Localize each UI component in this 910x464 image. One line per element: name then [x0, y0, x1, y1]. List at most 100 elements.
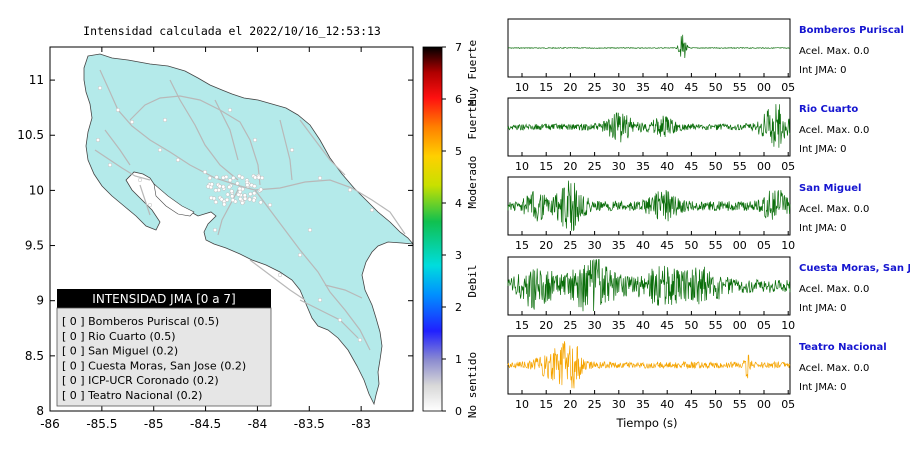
map-x-tick-label: -86 [40, 417, 60, 431]
colorbar-tick-label: 2 [455, 301, 462, 314]
station-dot [256, 175, 261, 180]
station-int-jma: Int JMA: 0 [799, 382, 847, 393]
road-network [94, 69, 406, 351]
waveform-tick-label: 20 [563, 160, 577, 173]
colorbar-tick-label: 6 [455, 93, 462, 106]
station-dot [157, 147, 163, 153]
waveform-tick-label: 25 [588, 160, 602, 173]
map-x-tick-label: -85.5 [86, 417, 117, 431]
station-dot [248, 192, 253, 197]
legend-header: INTENSIDAD JMA [0 a 7] [92, 292, 235, 306]
waveform-tick-label: 40 [636, 239, 650, 252]
station-dot [253, 175, 258, 180]
station-name: Teatro Nacional [799, 342, 887, 353]
station-dot [243, 196, 248, 201]
station-dot [252, 191, 257, 196]
station-dot [245, 183, 250, 188]
waveform-tick-label: 00 [733, 319, 747, 332]
waveform-panel: 10 15 20 25 30 35 40 45 50 55 00 05 Teatro Nacional A… [507, 335, 887, 411]
waveform-tick-label: 20 [563, 398, 577, 411]
intensity-colorbar: 0 1 2 3 4 5 6 7 No sentido Debil Moderado FuerteMu… [422, 40, 479, 418]
colorbar-scale [422, 46, 443, 412]
waveform-tick-label: 25 [563, 319, 577, 332]
waveform-trace [507, 258, 791, 312]
waveform-tick-label: 55 [733, 81, 747, 94]
waveform-tick-label: 35 [636, 81, 650, 94]
waveform-tick-label: 50 [684, 239, 698, 252]
waveform-trace [507, 180, 791, 231]
colorbar-tick-label: 5 [455, 145, 462, 158]
waveform-tick-label: 30 [612, 81, 626, 94]
station-dot [252, 137, 258, 143]
waveform-tick-label: 50 [709, 398, 723, 411]
station-acel-max: Acel. Max. 0.0 [799, 284, 869, 295]
station-dot [230, 194, 235, 199]
intensity-legend: INTENSIDAD JMA [0 a 7] [ 0 ] Bomberos Pu… [56, 289, 272, 407]
station-dot [238, 196, 243, 201]
station-int-jma: Int JMA: 0 [799, 144, 847, 155]
map-y-tick-label: 9.5 [25, 239, 44, 253]
station-dot [129, 119, 135, 125]
waveform-tick-label: 00 [733, 239, 747, 252]
station-acel-max: Acel. Max. 0.0 [799, 204, 869, 215]
waveform-trace [507, 341, 791, 389]
station-dot [213, 200, 218, 205]
waveform-tick-label: 00 [757, 81, 771, 94]
waveform-tick-label: 00 [757, 160, 771, 173]
station-dot [221, 184, 226, 189]
waveform-tick-label: 35 [612, 319, 626, 332]
waveform-tick-label: 05 [781, 81, 795, 94]
station-dot [162, 117, 168, 123]
station-dot [115, 107, 121, 113]
map-x-tick-label: -85 [144, 417, 164, 431]
map-y-tick-label: 10.5 [17, 128, 44, 142]
waveform-tick-label: 45 [660, 319, 674, 332]
map-y-tick-label: 10 [29, 183, 44, 197]
station-name: Rio Cuarto [799, 104, 858, 115]
map-x-tick-label: -83.5 [294, 417, 325, 431]
colorbar-tick-label: 3 [455, 249, 462, 262]
colorbar-tick-label: 7 [455, 41, 462, 54]
colorbar-category-label: Fuerte [466, 100, 479, 140]
waveform-tick-label: 45 [660, 239, 674, 252]
station-dot [258, 200, 263, 205]
colorbar-category-label: No sentido [466, 352, 479, 418]
station-dot [206, 184, 211, 189]
waveform-tick-label: 25 [588, 81, 602, 94]
waveform-panel: 10 15 20 25 30 35 40 45 50 55 00 05 Bomberos Purisca… [507, 18, 904, 94]
waveform-trace [507, 104, 791, 148]
waveform-tick-label: 10 [781, 319, 795, 332]
map-x-axis: -86 -85.5 -85 -84.5 -84 -83.5 -83 [40, 47, 371, 431]
station-dot [97, 85, 103, 91]
station-dot [214, 175, 219, 180]
station-dot [219, 197, 224, 202]
waveform-tick-label: 15 [539, 398, 553, 411]
station-markers [95, 85, 375, 343]
station-dot [289, 147, 295, 153]
station-int-jma: Int JMA: 0 [799, 65, 847, 76]
figure-title: Intensidad calculada el 2022/10/16_12:53… [83, 24, 381, 38]
legend-item: [ 0 ] Rio Cuarto (0.5) [62, 330, 176, 343]
station-dot [240, 175, 245, 180]
waveform-tick-label: 10 [515, 160, 529, 173]
station-dot [369, 207, 375, 213]
waveform-panel: 15 20 25 30 35 40 45 50 55 00 05 10 Cuesta Moras, Sa… [507, 256, 910, 332]
waveform-tick-label: 55 [709, 239, 723, 252]
waveform-tick-label: 45 [684, 81, 698, 94]
costa-rica-landmass [83, 53, 414, 406]
station-name: Bomberos Puriscal [799, 25, 904, 36]
station-dot [251, 198, 256, 203]
station-dot [227, 107, 233, 113]
waveform-panel: 15 20 25 30 35 40 45 50 55 00 05 10 San Miguel Acel. … [507, 176, 869, 252]
waveform-tick-label: 30 [588, 239, 602, 252]
station-dot [237, 189, 243, 194]
waveform-tick-label: 50 [709, 160, 723, 173]
waveform-tick-label: 40 [660, 81, 674, 94]
colorbar-category-label: Moderado [466, 156, 479, 209]
station-acel-max: Acel. Max. 0.0 [799, 46, 869, 57]
station-dot [235, 181, 240, 186]
waveform-tick-label: 50 [709, 81, 723, 94]
waveform-tick-label: 45 [684, 160, 698, 173]
colorbar-tick-label: 4 [455, 197, 462, 210]
